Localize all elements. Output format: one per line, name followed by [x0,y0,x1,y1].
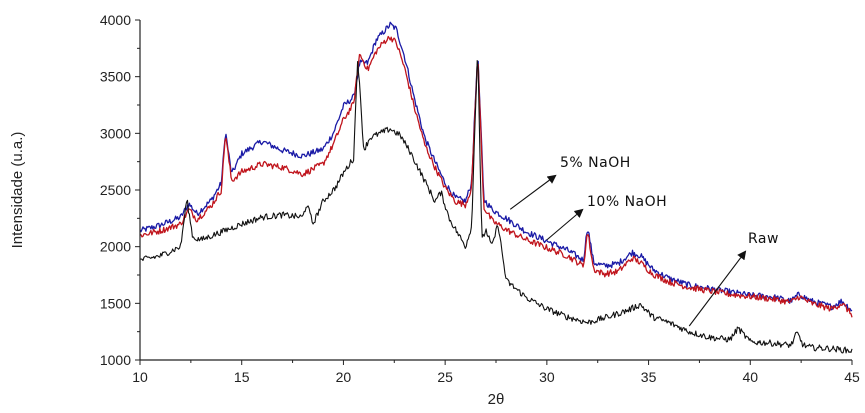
x-axis-title: 2θ [488,391,505,408]
y-tick-label: 3500 [100,69,131,85]
x-tick-label: 10 [132,369,148,385]
series-line-1 [139,21,853,312]
x-tick-label: 30 [539,369,555,385]
plot-series-group [139,21,853,354]
axes-group: 10 15 20 25 30 35 40 45 1000 1500 2000 2500 3000 3500… [100,12,860,385]
annotation-label-2: 10% NaOH [587,194,667,210]
y-tick-label: 1000 [100,352,131,368]
y-tick-label: 3000 [100,125,131,141]
annotation-arrow-2 [546,208,584,241]
x-tick-label: 15 [234,369,250,385]
y-tick-label: 2500 [100,182,131,198]
x-tick-label: 25 [437,369,453,385]
annotations-group: 5% NaOH 10% NaOH Raw [509,155,779,327]
series-line-2 [139,35,853,318]
x-tick-label: 35 [641,369,657,385]
annotation-arrow-1 [509,174,557,210]
y-tick-label: 1500 [100,295,131,311]
annotation-label-3: Raw [748,231,779,247]
y-axis-title: Intensidade (u.a.) [9,132,26,249]
annotation-arrow-3 [688,250,747,327]
x-tick-label: 45 [844,369,860,385]
annotation-label-1: 5% NaOH [560,155,631,171]
y-tick-label: 2000 [100,239,131,255]
series-line-3 [140,59,853,354]
y-tick-label: 4000 [100,12,131,28]
x-tick-label: 40 [742,369,758,385]
x-tick-label: 20 [336,369,352,385]
